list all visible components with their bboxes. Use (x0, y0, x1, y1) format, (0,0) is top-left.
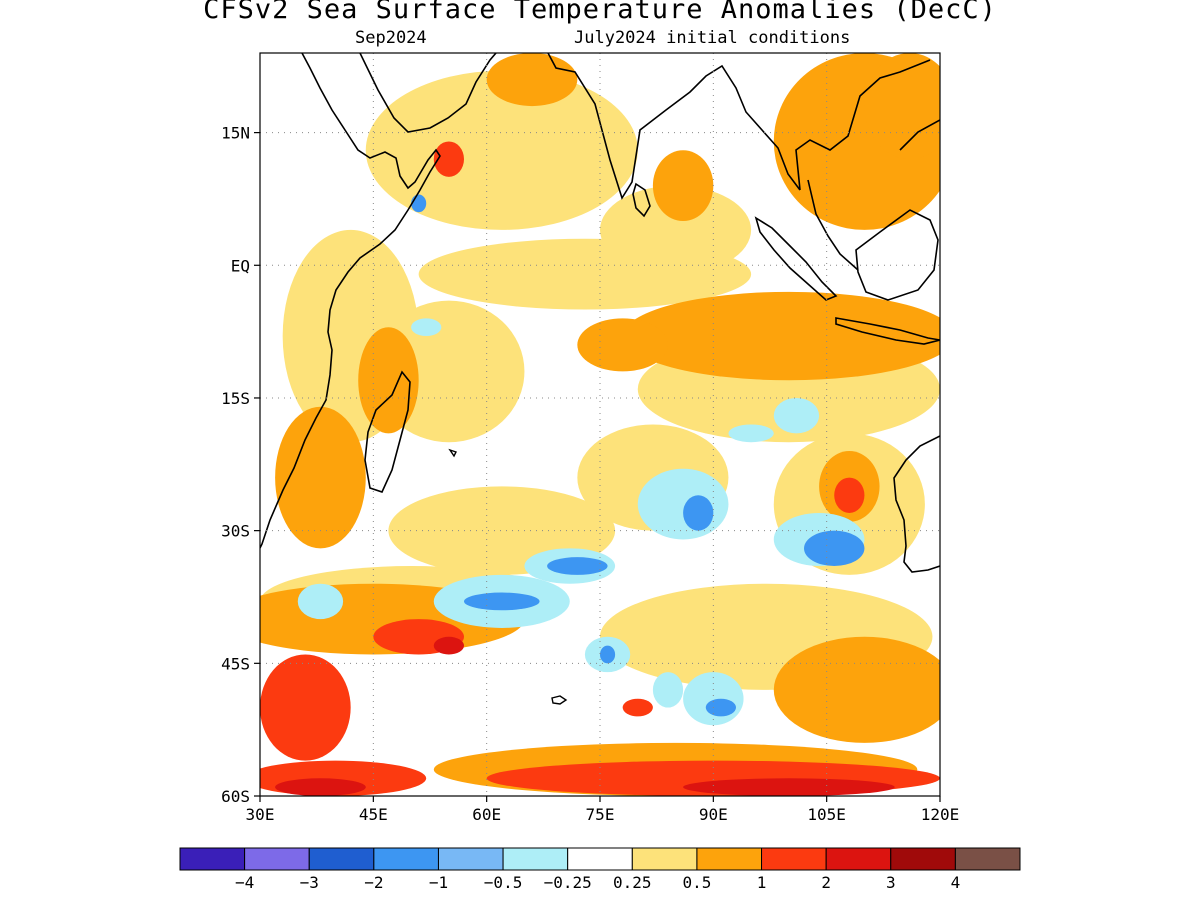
anomaly-region-orange (864, 53, 940, 160)
lat-label: EQ (231, 256, 250, 275)
coastline-africa (260, 53, 441, 549)
anomaly-region-orange (486, 53, 578, 107)
colorbar-label: 2 (821, 873, 831, 892)
colorbar-swatch (890, 847, 956, 871)
lon-label: 75E (586, 805, 615, 824)
lat-label: 30S (221, 522, 250, 541)
anomaly-region-lightblue (773, 397, 820, 434)
anomaly-region-blue (804, 530, 865, 567)
colorbar-label: −4 (235, 873, 254, 892)
colorbar-label: 1 (757, 873, 767, 892)
colorbar-swatch (437, 847, 504, 871)
map-subtitle-init: July2024 initial conditions (574, 28, 851, 48)
lon-label: 45E (359, 805, 388, 824)
colorbar-swatch (761, 847, 827, 871)
coastline-sumatra (754, 216, 838, 301)
colorbar-swatch (954, 847, 1021, 871)
anomaly-region-lightblue (728, 424, 774, 443)
colorbar-swatch (179, 847, 246, 871)
anomaly-fields (260, 53, 940, 796)
colorbar-label: 3 (886, 873, 896, 892)
latitude-labels: 15N EQ 15S 30S 45S 60S (221, 124, 260, 806)
colorbar-label: −0.25 (544, 873, 592, 892)
lon-label: 30E (246, 805, 275, 824)
coastline-madagascar (364, 370, 411, 493)
colorbar-label: 4 (951, 873, 961, 892)
anomaly-region-darkred (433, 636, 464, 655)
anomaly-region-blue (705, 698, 737, 717)
colorbar-swatch (631, 847, 698, 871)
coastline-kerguelen (551, 695, 568, 705)
lon-label: 120E (921, 805, 960, 824)
anomaly-region-red (834, 477, 865, 513)
colorbar-label: −0.5 (484, 873, 523, 892)
anomaly-region-lightorange (365, 70, 638, 230)
colorbar-label: 0.5 (682, 873, 711, 892)
colorbar-swatch (373, 847, 439, 871)
anomaly-region-blue (411, 194, 427, 213)
anomaly-region-lightblue (411, 318, 442, 337)
colorbar-swatch (567, 847, 633, 871)
anomaly-region-lightblue (683, 672, 744, 726)
anomaly-region-orange (622, 291, 940, 381)
coastline-southeast-asia (795, 59, 940, 271)
coastline-mauritius (448, 448, 457, 458)
lon-label: 60E (472, 805, 501, 824)
colorbar-label: −1 (429, 873, 448, 892)
colorbar-swatch (502, 847, 569, 871)
coastline-sri-lanka (632, 182, 651, 218)
coastlines (260, 53, 940, 705)
anomaly-region-orange (773, 636, 940, 743)
colorbar-label: −3 (300, 873, 319, 892)
anomaly-region-lightblue (652, 672, 684, 708)
lat-label: 15S (221, 389, 250, 408)
anomaly-region-lightblue (637, 468, 729, 540)
anomaly-region-red (260, 654, 351, 761)
longitude-labels: 30E 45E 60E 75E 90E 105E 120E (246, 796, 960, 824)
colorbar-swatch (244, 847, 310, 871)
colorbar-swatch (825, 847, 892, 871)
anomaly-region-blue (600, 645, 616, 664)
lat-label: 60S (221, 787, 250, 806)
anomaly-region-orange (275, 406, 366, 549)
lat-label: 15N (221, 124, 250, 143)
colorbar-label: 0.25 (613, 873, 652, 892)
coastline-java (835, 317, 940, 345)
anomaly-region-orange (577, 318, 669, 372)
map-subtitle-month: Sep2024 (355, 28, 427, 48)
coastline-australia (893, 435, 940, 573)
anomaly-region-orange (652, 150, 714, 222)
colorbar-swatch (696, 847, 763, 871)
anomaly-region-darkred (275, 778, 366, 796)
anomaly-region-blue (464, 592, 540, 611)
anomaly-region-lightblue (297, 583, 344, 620)
colorbar: −4 −3 −2 −1 −0.5 −0.25 0.25 0.5 1 2 3 4 (179, 847, 1021, 892)
coastline-arabia (359, 53, 497, 133)
colorbar-label: −2 (364, 873, 383, 892)
lat-label: 45S (221, 654, 250, 673)
anomaly-region-darkred (683, 778, 895, 796)
anomaly-region-red (433, 141, 464, 177)
anomaly-region-lightorange (600, 185, 752, 275)
anomaly-region-blue (547, 557, 608, 575)
lon-label: 105E (807, 805, 846, 824)
colorbar-swatch (308, 847, 375, 871)
coastline-borneo (855, 209, 939, 301)
map-title: CFSv2 Sea Surface Temperature Anomalies … (203, 0, 997, 25)
anomaly-region-blue (683, 495, 714, 531)
anomaly-region-red (622, 698, 653, 717)
lon-label: 90E (699, 805, 728, 824)
